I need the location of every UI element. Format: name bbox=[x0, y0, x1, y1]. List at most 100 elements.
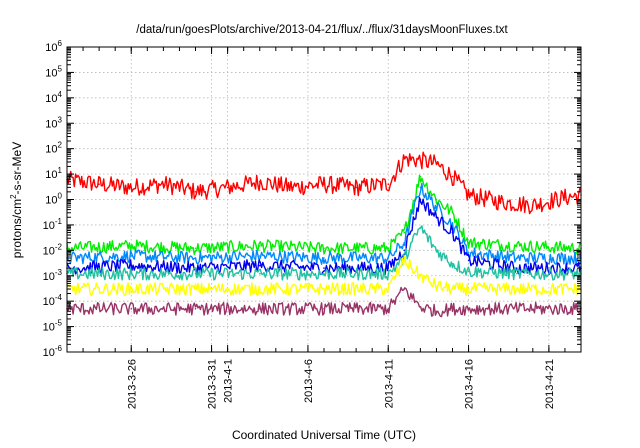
series-point bbox=[564, 196, 566, 199]
series-line bbox=[66, 174, 582, 255]
series-point bbox=[259, 308, 261, 310]
y-tick-label: 101 bbox=[45, 166, 62, 181]
series-point bbox=[451, 231, 454, 234]
series-point bbox=[467, 259, 470, 262]
series-point bbox=[451, 262, 454, 265]
series-layer bbox=[66, 151, 582, 318]
series-point bbox=[130, 308, 133, 310]
series-point bbox=[387, 272, 390, 275]
series-point bbox=[451, 212, 454, 214]
series-point bbox=[387, 288, 390, 290]
series-point bbox=[259, 255, 261, 257]
series-point bbox=[130, 288, 133, 290]
series-point bbox=[435, 206, 438, 208]
x-tick-label: 2013-3-26 bbox=[126, 359, 138, 409]
series-point bbox=[178, 186, 181, 189]
y-tick-label: 10-2 bbox=[43, 242, 63, 257]
series-point bbox=[194, 288, 197, 290]
series-point bbox=[387, 183, 390, 185]
series-line bbox=[66, 286, 582, 318]
series-point bbox=[451, 175, 454, 178]
series-point bbox=[516, 267, 518, 269]
series-point bbox=[194, 308, 197, 310]
series-point bbox=[194, 257, 197, 259]
series-point bbox=[98, 183, 100, 185]
series-point bbox=[435, 163, 438, 165]
series-point bbox=[451, 224, 454, 226]
ticks bbox=[66, 46, 582, 353]
x-axis-title: Coordinated Universal Time (UTC) bbox=[232, 428, 416, 442]
series-point bbox=[130, 272, 133, 275]
y-tick-label: 103 bbox=[45, 115, 62, 130]
y-tick-label: 100 bbox=[45, 192, 62, 207]
y-tick-label: 10-5 bbox=[43, 319, 63, 334]
series-point bbox=[435, 249, 438, 252]
series-point bbox=[323, 267, 325, 269]
series-point bbox=[355, 186, 357, 189]
series-point bbox=[516, 245, 518, 247]
series-point bbox=[130, 264, 133, 267]
series-point bbox=[532, 204, 534, 206]
series-point bbox=[419, 186, 422, 189]
series-point bbox=[259, 288, 261, 290]
y-tick-label: 10-6 bbox=[43, 344, 63, 359]
chart-title: /data/run/goesPlots/archive/2013-04-21/f… bbox=[136, 24, 508, 36]
series-point bbox=[323, 272, 325, 275]
x-tick-label: 2013-4-1 bbox=[223, 359, 235, 403]
x-tick-label: 2013-4-16 bbox=[464, 359, 476, 409]
series-point bbox=[387, 308, 390, 310]
y-tick-label: 10-3 bbox=[43, 268, 63, 283]
series-point bbox=[130, 245, 133, 247]
series-point bbox=[467, 270, 470, 273]
y-tick-labels: 10-6 10-5 10-4 10-3 10-2 10-1 100 101 102 103 104 1… bbox=[43, 39, 63, 359]
series-point bbox=[435, 216, 438, 219]
series-point bbox=[403, 158, 406, 160]
series-point bbox=[323, 183, 325, 185]
x-tick-label: 2013-4-21 bbox=[544, 359, 556, 409]
series-point bbox=[259, 245, 261, 247]
series-point bbox=[291, 186, 293, 189]
series-point bbox=[387, 257, 390, 259]
series-point bbox=[323, 247, 325, 250]
series-line bbox=[66, 151, 582, 215]
x-tick-label: 2013-4-11 bbox=[383, 359, 395, 408]
series-point bbox=[130, 255, 133, 257]
y-tick-label: 102 bbox=[45, 141, 62, 156]
series-point bbox=[467, 288, 470, 290]
series-point bbox=[516, 257, 518, 259]
series-point bbox=[323, 288, 325, 290]
series-point bbox=[467, 194, 470, 196]
y-tick-label: 104 bbox=[45, 90, 62, 105]
series-point bbox=[259, 180, 261, 183]
y-tick-label: 105 bbox=[45, 64, 62, 79]
series-point bbox=[499, 201, 502, 203]
series-point bbox=[162, 183, 165, 185]
series-point bbox=[435, 310, 438, 313]
y-tick-label: 10-4 bbox=[43, 293, 63, 308]
series-point bbox=[516, 308, 518, 310]
series-point bbox=[226, 186, 229, 189]
series-point bbox=[516, 272, 518, 275]
series-point bbox=[403, 288, 406, 290]
y-axis-title: protons/cm2-s-sr-MeV bbox=[9, 142, 24, 258]
x-tick-labels: 2013-3-26 2013-3-31 2013-4-1 2013-4-6 2013-4… bbox=[126, 359, 556, 409]
y-tick-label: 10-1 bbox=[43, 217, 63, 232]
series-point bbox=[419, 159, 422, 162]
series-point bbox=[403, 231, 406, 234]
series-point bbox=[419, 275, 422, 277]
series-point bbox=[419, 175, 422, 178]
x-tick-label: 2013-3-31 bbox=[207, 359, 219, 409]
series-line bbox=[66, 182, 582, 265]
series-point bbox=[387, 247, 390, 250]
series-point bbox=[516, 288, 518, 290]
series-point bbox=[403, 259, 406, 262]
series-point bbox=[419, 198, 422, 201]
series-point bbox=[323, 308, 325, 310]
series-point bbox=[435, 198, 438, 201]
series-point bbox=[451, 308, 454, 310]
series-point bbox=[419, 306, 422, 308]
series-point bbox=[467, 308, 470, 310]
series-point bbox=[194, 247, 197, 250]
series-point bbox=[323, 257, 325, 259]
